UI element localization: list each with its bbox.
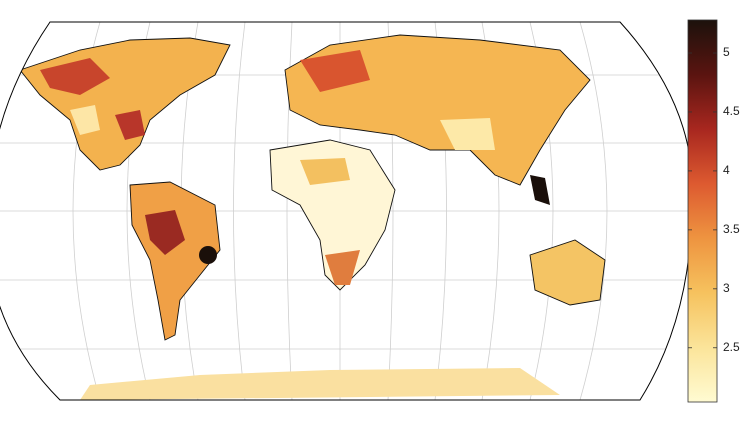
australia (529, 239, 606, 306)
region (115, 110, 145, 140)
tick-label: 3.5 (723, 222, 740, 236)
colorbar: 2.5 3 3.5 4 4.5 5 (687, 19, 740, 403)
region (70, 105, 100, 135)
region (40, 58, 110, 95)
africa (269, 139, 396, 291)
tick-label: 3 (723, 281, 730, 295)
region (199, 246, 217, 264)
region (440, 118, 495, 150)
tick-label: 4 (723, 163, 730, 177)
colorbar-scale (687, 19, 718, 403)
meridian (579, 22, 608, 400)
tick-label: 5 (723, 45, 730, 59)
map-frame (0, 21, 694, 401)
region (325, 250, 360, 285)
land (19, 34, 606, 400)
antarctica (80, 368, 560, 400)
tick-label: 4.5 (723, 104, 740, 118)
region (300, 158, 350, 185)
tick-label: 2.5 (723, 340, 740, 354)
region (145, 210, 185, 255)
map (0, 22, 693, 400)
meridian (233, 22, 246, 400)
region (530, 175, 550, 205)
region (300, 50, 370, 92)
